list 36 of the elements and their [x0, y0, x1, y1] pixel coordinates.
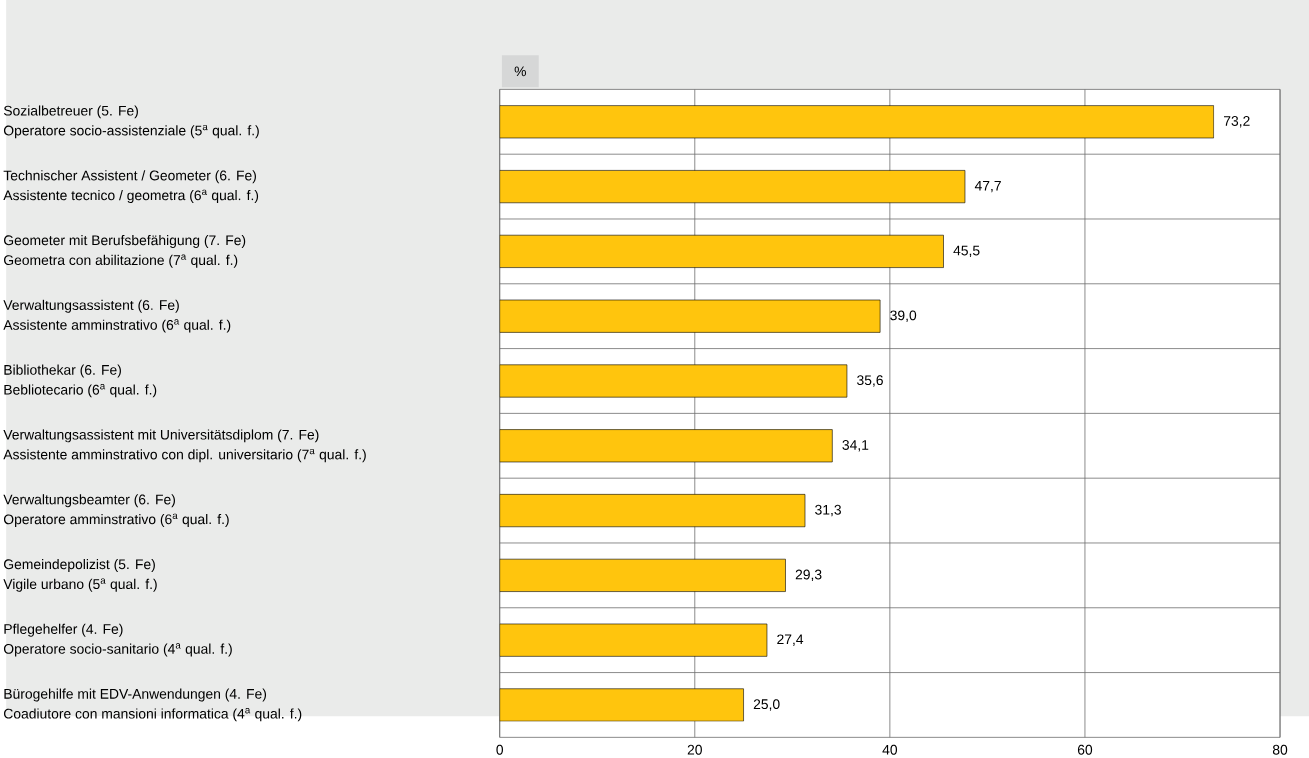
bar — [499, 623, 768, 657]
data-label: 39,0 — [890, 310, 917, 322]
bar — [499, 429, 833, 463]
data-label: 27,4 — [777, 634, 804, 646]
x-tick-label: 0 — [496, 744, 504, 755]
data-label: 29,3 — [795, 569, 822, 582]
y-tick-label: Geometer mit Berufsbefähigung (7. Fe) Geometra con abilitazione (7$^{a}$ qual. f.) — [4, 235, 246, 268]
y-tick-label: Verwaltungsbeamter (6. Fe) Operatore amminstrativo (6$^{a}$ qual. f.) — [3, 494, 229, 527]
y-tick-label: Bibliothekar (6. Fe) Bebliotecario (6$^{a}$ qual. f.) — [4, 364, 157, 398]
bar — [499, 105, 1214, 139]
y-tick-label: Bürogehilfe mit EDV-Anwendungen (4. Fe) Coadiutore con mansioni informatica (4$^{a}$ qual. f.) — [4, 688, 302, 722]
y-tick-label: Technischer Assistent / Geometer (6. Fe) Assistente tecnico / geometra (6$^{a}$ qual. f.) — [3, 170, 259, 203]
data-label: 34,1 — [842, 440, 869, 452]
x-tick-label: 60 — [1077, 744, 1093, 755]
y-tick-label: Verwaltungsassistent mit Universitätsdiplom (7. Fe) Assistente amminstrativo con dipl. universitario (7$^{a}$ qual. f.) — [3, 429, 366, 463]
data-label: 31,3 — [815, 504, 841, 517]
y-tick-label: Gemeindepolizist (5. Fe) Vigile urbano (5$^{a}$ qual. f.) — [3, 559, 157, 592]
data-label: 25,0 — [753, 699, 780, 711]
x-tick-label: 20 — [687, 744, 702, 755]
bar — [499, 299, 881, 333]
bar — [499, 558, 786, 592]
y-tick-label: Sozialbetreuer (5. Fe) Operatore socio-assistenziale (5$^{a}$ qual. f.) — [3, 105, 259, 139]
y-tick-label: Pflegehelfer (4. Fe) Operatore socio-sanitario (4$^{a}$ qual. f.) — [3, 623, 232, 657]
data-label: 45,5 — [953, 245, 980, 258]
data-label: 35,6 — [857, 375, 883, 387]
bar — [499, 494, 806, 528]
data-label: 47,7 — [974, 180, 1001, 193]
data-label: 73,2 — [1223, 116, 1250, 128]
x-axis-title: % — [514, 66, 526, 77]
x-tick-label: 40 — [882, 744, 898, 755]
bar — [499, 234, 944, 268]
bar — [499, 170, 966, 204]
bar — [499, 688, 744, 722]
y-tick-label: Verwaltungsassistent (6. Fe) Assistente amminstrativo (6$^{a}$ qual. f.) — [3, 299, 231, 333]
bar — [499, 364, 848, 398]
x-tick-label: 80 — [1272, 744, 1288, 755]
